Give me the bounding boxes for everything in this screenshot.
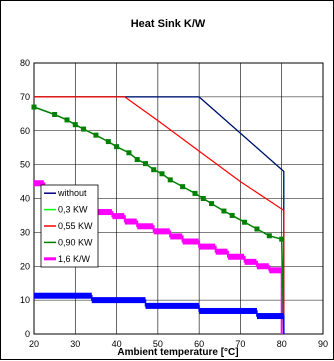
- series-marker: [180, 184, 186, 190]
- series-marker: [199, 243, 216, 250]
- y-tick-label: 50: [20, 160, 30, 170]
- x-tick-label: 40: [112, 339, 122, 349]
- x-tick-label: 80: [277, 339, 287, 349]
- series-marker: [145, 302, 200, 309]
- series-marker: [151, 167, 157, 173]
- series-marker: [242, 219, 248, 225]
- series-marker: [72, 122, 78, 128]
- series-marker: [93, 132, 99, 138]
- series-marker: [126, 150, 132, 156]
- y-tick-label: 40: [20, 194, 30, 204]
- series-marker: [31, 104, 37, 110]
- series-marker: [112, 213, 125, 220]
- series-line: [34, 96, 285, 334]
- series-marker: [91, 297, 146, 304]
- series-marker: [244, 258, 257, 265]
- x-tick-label: 30: [70, 339, 80, 349]
- series-marker: [215, 248, 228, 255]
- series-marker: [192, 190, 198, 196]
- series-marker: [228, 253, 245, 260]
- series-marker: [254, 226, 260, 232]
- y-tick-label: 20: [20, 261, 30, 271]
- y-tick-label: 0: [25, 329, 30, 339]
- x-axis-label: Ambient temperature [°C]: [117, 347, 238, 358]
- series-marker: [229, 212, 235, 218]
- y-tick-label: 30: [20, 227, 30, 237]
- series-marker: [256, 313, 284, 320]
- series-marker: [256, 263, 269, 270]
- x-tick-label: 20: [29, 339, 39, 349]
- series-marker: [170, 233, 183, 240]
- series-marker: [64, 117, 70, 123]
- legend-entry: without: [57, 188, 87, 198]
- y-tick-label: 70: [20, 92, 30, 102]
- series-marker: [81, 126, 87, 132]
- x-tick-label: 50: [153, 339, 163, 349]
- series-marker: [153, 228, 170, 235]
- x-tick-label: 70: [235, 339, 245, 349]
- series-marker: [105, 139, 111, 145]
- y-tick-label: 60: [20, 126, 30, 136]
- series-marker: [95, 209, 112, 216]
- y-tick-label: 80: [20, 58, 30, 68]
- x-tick-label: 90: [318, 339, 328, 349]
- legend-entry: 0,3 KW: [58, 205, 88, 215]
- series-marker: [209, 201, 215, 207]
- x-tick-label: 60: [194, 339, 204, 349]
- y-tick-label: 10: [20, 295, 30, 305]
- series-marker: [279, 236, 285, 242]
- series-marker: [137, 223, 154, 230]
- series-marker: [266, 233, 272, 239]
- series-marker: [182, 238, 199, 245]
- legend-entry: 0,90 KW: [58, 237, 93, 247]
- series-marker: [124, 218, 137, 225]
- series-marker: [269, 267, 282, 274]
- series-marker: [52, 111, 58, 117]
- series-marker: [221, 208, 227, 214]
- series-marker: [34, 180, 44, 187]
- series-marker: [134, 157, 140, 163]
- series-marker: [34, 292, 92, 299]
- series-marker: [200, 196, 206, 201]
- series-marker: [142, 161, 148, 167]
- series-marker: [167, 177, 173, 183]
- chart-title: Heat Sink K/W: [131, 18, 206, 30]
- series-marker: [199, 307, 257, 314]
- series-marker: [159, 171, 165, 177]
- legend-entry: 0,55 KW: [58, 221, 93, 231]
- series-marker: [114, 144, 120, 150]
- legend-entry: 1,6 K/W: [58, 254, 91, 264]
